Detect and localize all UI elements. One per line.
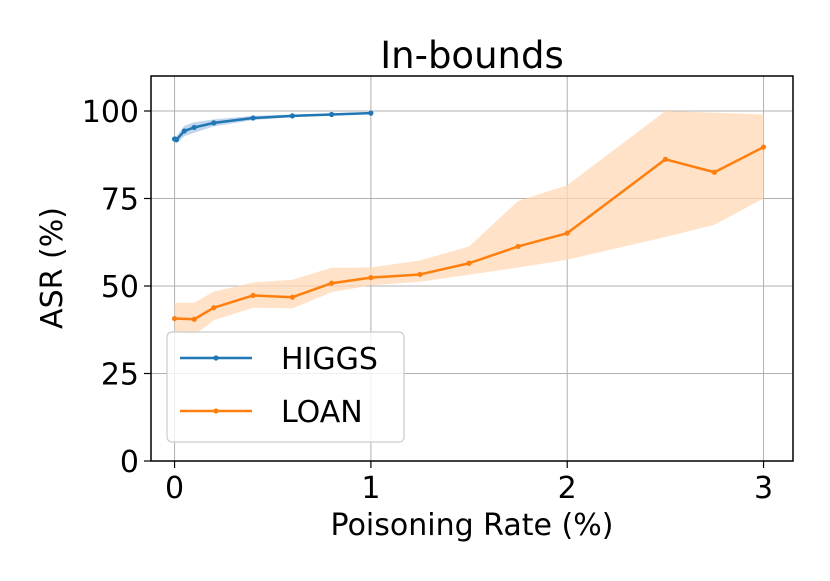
x-tick-label: 1 [361,471,380,506]
loan-data-point [466,260,472,266]
legend-item-loan: LOAN [180,395,363,430]
loan-data-point [711,169,718,175]
legend-marker-loan [213,408,219,414]
loan-data-point [760,144,767,150]
x-tick-label: 0 [165,471,184,506]
higgs-series-line [174,111,371,141]
higgs-data-point [250,115,256,121]
higgs-data-point [289,113,295,119]
loan-series-line [174,145,765,321]
loan-data-point [250,292,256,299]
x-tick-label: 2 [558,471,577,506]
y-tick-label: 50 [101,270,139,305]
x-tick-label: 3 [754,471,773,506]
confidence-bands [174,111,764,335]
loan-data-point [211,305,217,311]
plot-frame [150,75,794,462]
loan-data-point [515,243,521,250]
higgs-data-point [181,128,187,134]
series-markers [171,110,767,322]
loan-data-point [191,316,197,322]
loan-data-point [417,271,423,278]
loan-data-point [564,230,570,236]
y-tick-label: 0 [120,445,139,480]
legend-item-higgs: HIGGS [180,342,378,377]
loan-data-point [289,294,295,300]
x-axis-label: Poisoning Rate (%) [331,508,614,543]
legend-marker-higgs [213,355,219,361]
loan-data-point [662,156,668,162]
y-axis-ticks: 0 25 50 75 100 [82,95,151,480]
higgs-data-point [368,110,374,116]
y-axis-label: ASR (%) [35,207,70,329]
legend-label-loan: LOAN [281,395,363,430]
x-axis-ticks: 0 1 2 3 [165,461,773,506]
loan-confidence-band [174,111,764,335]
higgs-data-point [173,137,180,143]
y-tick-label: 100 [82,95,139,130]
higgs-confidence-band [174,112,371,144]
legend: HIGGS LOAN [166,331,405,443]
higgs-data-point [191,124,197,131]
loan-data-point [171,315,178,322]
y-tick-label: 75 [101,183,139,218]
legend-label-higgs: HIGGS [281,342,378,377]
loan-data-point [329,280,335,286]
loan-data-point [368,275,374,281]
y-tick-label: 25 [101,358,139,393]
legend-box [166,331,405,443]
chart-title: In-bounds [380,34,564,77]
higgs-data-point [329,111,335,118]
higgs-data-point [211,120,217,126]
